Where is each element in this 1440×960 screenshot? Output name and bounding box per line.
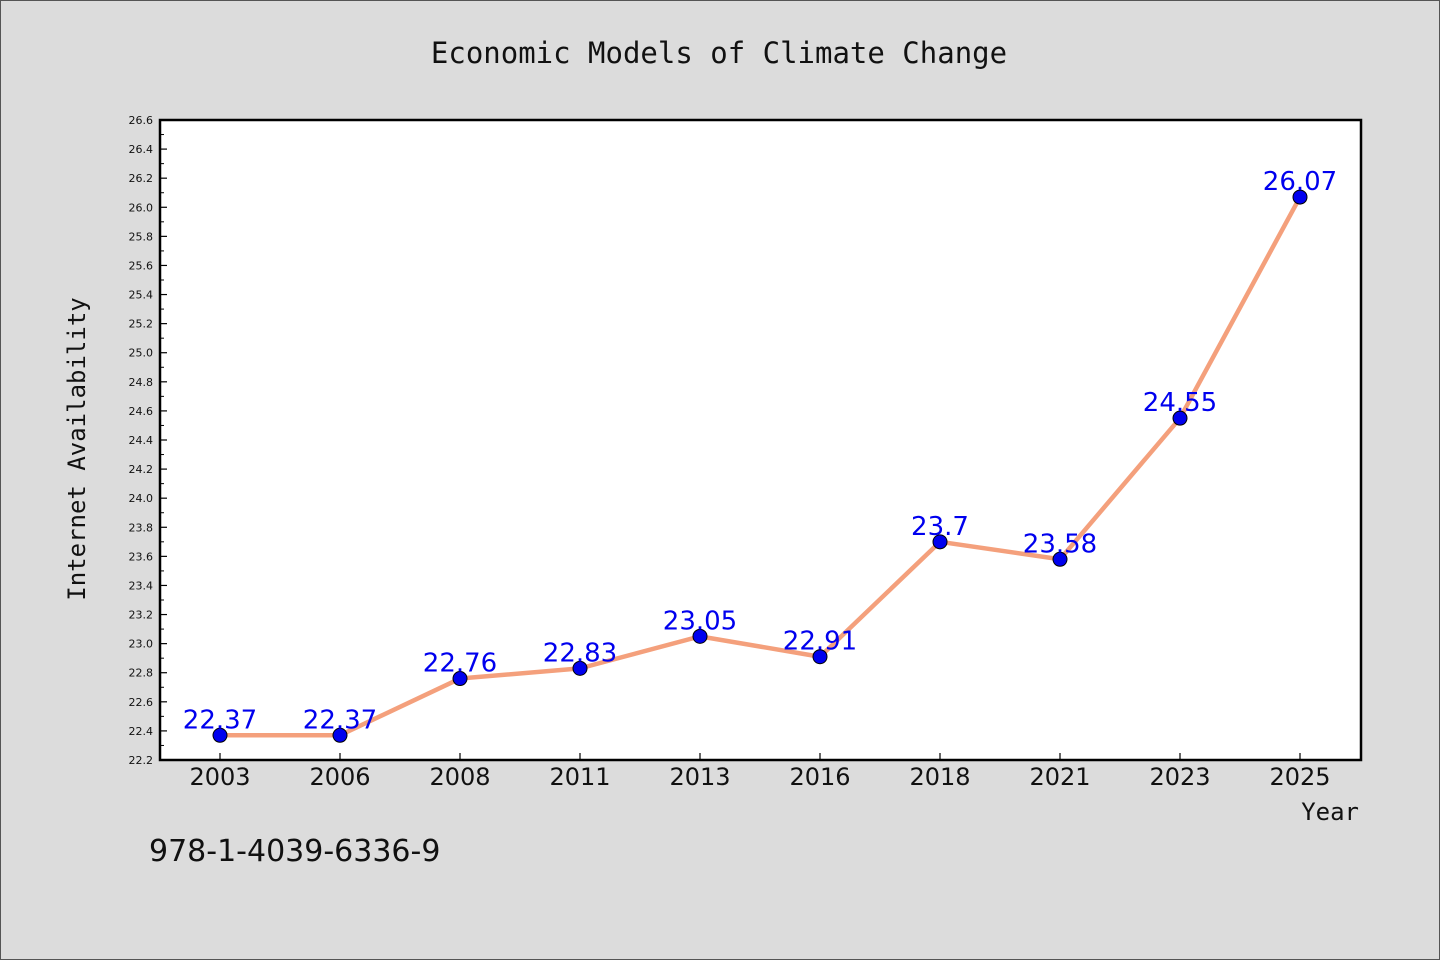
x-tick-label: 2011: [549, 763, 610, 791]
y-tick-label: 24.0: [129, 492, 154, 505]
x-tick-label: 2025: [1269, 763, 1330, 791]
y-tick-label: 25.8: [129, 230, 154, 243]
x-tick-label: 2013: [669, 763, 730, 791]
x-tick-label: 2006: [309, 763, 370, 791]
y-tick-label: 25.6: [129, 259, 154, 272]
data-point: [572, 660, 588, 676]
x-axis-label: Year: [1301, 798, 1359, 826]
y-tick-label: 24.8: [129, 376, 154, 389]
data-label: 22.76: [423, 649, 497, 679]
y-tick-label: 26.4: [129, 143, 154, 156]
x-tick-label: 2003: [189, 763, 250, 791]
y-tick-label: 25.4: [129, 289, 154, 302]
y-tick-label: 23.2: [129, 609, 154, 622]
data-point: [212, 727, 228, 743]
chart-title: Economic Models of Climate Change: [431, 36, 1007, 70]
data-point: [692, 628, 708, 644]
y-tick-label: 25.2: [129, 318, 154, 331]
x-tick-label: 2023: [1149, 763, 1210, 791]
plot-area: [158, 118, 1363, 762]
data-label: 24.55: [1143, 388, 1217, 418]
y-tick-label: 23.0: [129, 638, 154, 651]
y-tick-label: 24.6: [129, 405, 154, 418]
x-tick-label: 2016: [789, 763, 850, 791]
y-tick-label: 22.4: [129, 725, 154, 738]
data-markers: [212, 189, 1308, 743]
x-tick-label: 2018: [909, 763, 970, 791]
y-tick-label: 22.6: [129, 696, 154, 709]
data-point: [332, 727, 348, 743]
data-label: 22.83: [543, 638, 617, 668]
x-tick-label: 2008: [429, 763, 490, 791]
data-point: [812, 649, 828, 665]
data-point: [1172, 410, 1188, 426]
y-tick-label: 26.0: [129, 201, 154, 214]
data-label: 22.37: [303, 705, 377, 735]
y-tick-label: 24.2: [129, 463, 154, 476]
y-tick-label: 24.4: [129, 434, 154, 447]
y-axis-label: Internet Availability: [63, 297, 91, 600]
y-tick-label: 26.6: [129, 114, 154, 127]
y-axis: 22.2 22.4 22.6 22.8 23.0 23.2 23.4 23.6 23.8 24.0…: [129, 114, 167, 767]
x-tick-label: 2021: [1029, 763, 1090, 791]
series-line: [217, 194, 1303, 738]
series-line-group: [217, 194, 1303, 738]
data-label: 22.37: [183, 705, 257, 735]
y-tick-label: 22.8: [129, 667, 154, 680]
y-tick-label: 25.0: [129, 347, 154, 360]
data-point: [1052, 551, 1068, 567]
y-tick-label: 23.4: [129, 579, 154, 592]
y-tick-label: 22.2: [129, 754, 154, 767]
data-label: 23.7: [911, 512, 969, 542]
x-axis: 2003 2006 2008 2011 2013 2016 2018 2021 2023 2025: [189, 753, 1331, 791]
data-labels: 22.37 22.37 22.76 22.83 23.05 22.91 23.7 23.58 2…: [183, 167, 1337, 735]
data-point: [1292, 189, 1308, 205]
y-tick-label: 23.6: [129, 550, 154, 563]
data-point: [452, 671, 468, 687]
data-label: 23.58: [1023, 529, 1097, 559]
data-point: [932, 534, 948, 550]
y-tick-label: 23.8: [129, 521, 154, 534]
y-tick-label: 26.2: [129, 172, 154, 185]
isbn-annotation: 978-1-4039-6336-9: [149, 834, 441, 869]
data-label: 23.05: [663, 606, 737, 636]
data-label: 26.07: [1263, 167, 1337, 197]
data-label: 22.91: [783, 627, 857, 657]
